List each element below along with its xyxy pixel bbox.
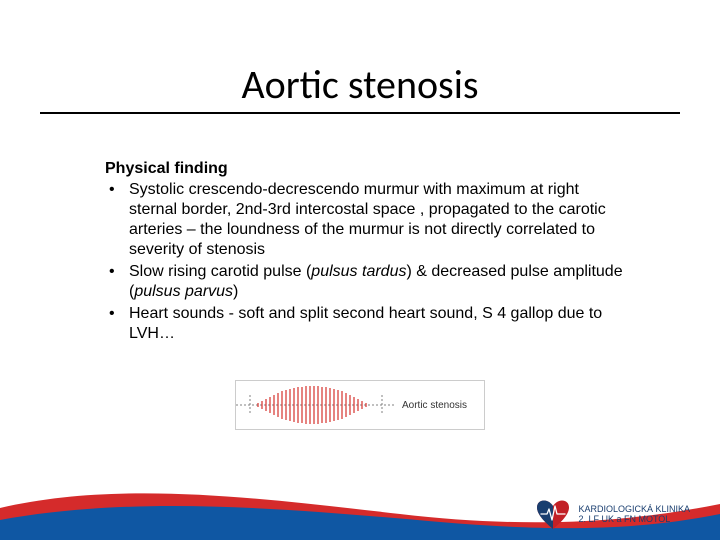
bullet-list: Systolic crescendo-decrescendo murmur wi…	[105, 180, 625, 346]
section-heading: Physical finding	[105, 160, 228, 178]
title-underline	[40, 112, 680, 114]
waveform-svg	[236, 381, 396, 429]
waveform-label: Aortic stenosis	[402, 400, 467, 411]
footer-logo: KARDIOLOGICKÁ KLINIKA 2. LF UK a FN MOTO…	[536, 500, 690, 530]
list-item: Slow rising carotid pulse (pulsus tardus…	[105, 262, 625, 302]
footer-logo-text: KARDIOLOGICKÁ KLINIKA 2. LF UK a FN MOTO…	[578, 505, 690, 525]
list-item: Heart sounds - soft and split second hea…	[105, 304, 625, 344]
footer-logo-line2: 2. LF UK a FN MOTOL	[578, 515, 690, 525]
waveform-diagram: Aortic stenosis	[235, 380, 485, 430]
heart-logo-icon	[536, 500, 570, 530]
list-item: Systolic crescendo-decrescendo murmur wi…	[105, 180, 625, 260]
slide-title: Aortic stenosis	[0, 60, 720, 109]
